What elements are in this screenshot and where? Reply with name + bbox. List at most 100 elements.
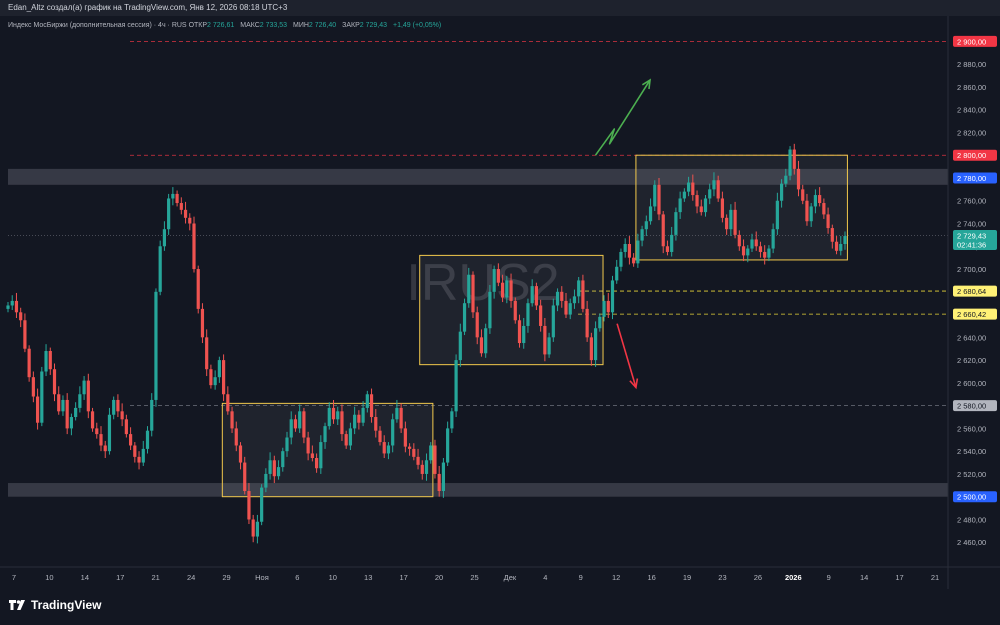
candle-body <box>200 308 205 338</box>
candle-body <box>293 419 298 429</box>
candle-body <box>784 175 788 184</box>
candle-body <box>792 149 796 169</box>
candle-body <box>331 407 336 420</box>
candle-body <box>522 325 526 344</box>
price-label-badge <box>953 285 997 297</box>
time-tick-label: 23 <box>718 573 726 582</box>
candle-body <box>771 229 775 249</box>
price-tick-label: 2 740,00 <box>957 220 986 229</box>
candle-body <box>801 189 805 201</box>
legend-close-value: 2 729,43 <box>359 22 388 29</box>
candle-body <box>471 274 475 313</box>
time-tick-label: 6 <box>295 573 299 582</box>
candle-body <box>61 399 65 412</box>
candle-body <box>65 399 69 429</box>
candle-body <box>788 149 792 176</box>
time-tick-label: Ноя <box>255 573 269 582</box>
candle-body <box>543 325 547 355</box>
candle-body <box>150 399 154 431</box>
price-label-badge <box>953 230 997 251</box>
time-tick-label: 14 <box>81 573 89 582</box>
candle-body <box>534 286 539 306</box>
candle-body <box>95 428 99 435</box>
candle-body <box>678 198 682 213</box>
candle-body <box>758 246 763 252</box>
candle-body <box>323 426 327 443</box>
candle-body <box>69 417 74 429</box>
candle-body <box>589 337 593 361</box>
candle-body <box>560 291 564 301</box>
candle-body <box>391 419 395 446</box>
candle-body <box>285 437 289 452</box>
candle-body <box>14 300 19 313</box>
candle-body <box>433 445 437 474</box>
candle-body <box>378 430 382 443</box>
candle-body <box>598 316 602 329</box>
candle-body <box>653 184 657 207</box>
candle-body <box>746 248 750 256</box>
header-title: Edan_Altz создал(а) график на TradingVie… <box>8 3 288 12</box>
candle-body <box>251 519 255 537</box>
footer <box>0 589 1000 625</box>
candle-body <box>302 411 306 438</box>
candle-body <box>314 458 319 469</box>
bearish-arrow <box>616 323 637 388</box>
candle-body <box>547 337 551 355</box>
candle-body <box>44 351 48 372</box>
candle-body <box>281 451 285 468</box>
candle-body <box>572 296 577 304</box>
candle-body <box>517 320 522 344</box>
candle-body <box>839 244 843 251</box>
legend-open-label: ОТКР <box>188 22 208 29</box>
price-label-text: 2 580,00 <box>957 402 986 411</box>
candle-body <box>40 371 44 423</box>
candle-body <box>306 437 310 454</box>
tradingview-logo-icon <box>9 600 25 610</box>
candle-body <box>775 200 779 230</box>
candle-body <box>31 377 35 397</box>
price-tick-label: 2 620,00 <box>957 356 986 365</box>
candle-body <box>310 453 314 458</box>
candle-body <box>120 411 124 420</box>
candle-body <box>830 228 834 242</box>
candle-body <box>209 369 213 386</box>
price-tick-label: 2 540,00 <box>957 447 986 456</box>
price-tick-label: 2 560,00 <box>957 424 986 433</box>
price-label-text: 2 500,00 <box>957 493 986 502</box>
candle-body <box>213 377 217 386</box>
candle-body <box>6 305 10 309</box>
candle-body <box>158 246 162 292</box>
candle-body <box>640 229 644 241</box>
candle-body <box>289 419 293 438</box>
price-label-text: 2 680,64 <box>957 287 986 296</box>
candle-body <box>615 266 619 281</box>
candle-body <box>247 491 251 520</box>
candle-body <box>145 430 150 449</box>
candle-body <box>19 312 23 321</box>
candle-body <box>467 274 471 304</box>
price-tick-label: 2 820,00 <box>957 128 986 137</box>
legend-low-label: МИН <box>293 22 309 29</box>
time-tick-label: 4 <box>543 573 547 582</box>
price-tick-label: 2 460,00 <box>957 538 986 547</box>
candle-body <box>407 446 412 449</box>
candle-body <box>162 229 167 247</box>
candle-body <box>818 195 822 204</box>
candle-body <box>450 411 454 429</box>
time-tick-label: 9 <box>579 573 583 582</box>
price-tick-label: 2 480,00 <box>957 515 986 524</box>
bullish-arrow <box>594 79 651 156</box>
time-tick-label: 13 <box>364 573 372 582</box>
candle-body <box>644 221 648 230</box>
legend-low-value: 2 726,40 <box>308 22 337 29</box>
candle-body <box>272 460 276 477</box>
candle-body <box>399 407 403 429</box>
candle-body <box>509 280 513 301</box>
candle-body <box>35 396 40 423</box>
price-label-badge <box>953 35 997 47</box>
legend-change-value: +1,49 (+0,05%) <box>392 22 442 29</box>
candle-body <box>539 305 543 326</box>
candle-body <box>657 184 661 215</box>
tradingview-logo[interactable]: TradingView <box>8 598 101 612</box>
